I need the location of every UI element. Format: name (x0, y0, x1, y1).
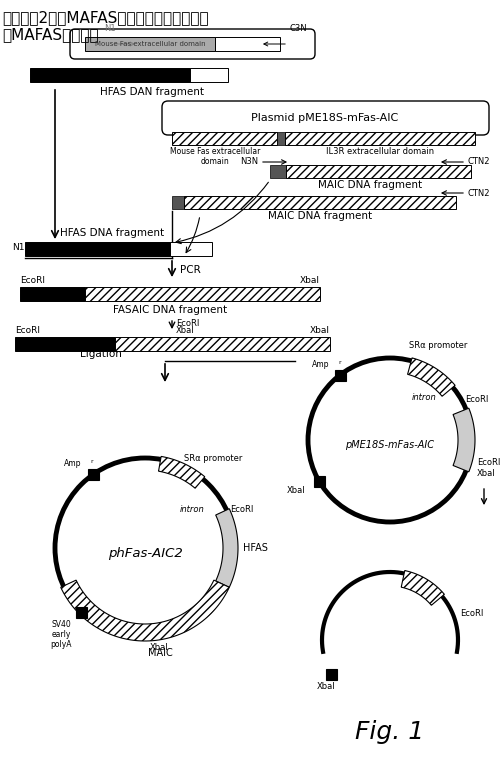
Text: CTN2: CTN2 (468, 157, 490, 167)
Text: Amp: Amp (64, 459, 82, 468)
Bar (334, 371, 345, 381)
Bar (172, 132, 277, 145)
Text: N1: N1 (12, 244, 25, 252)
Text: HFAS: HFAS (243, 543, 268, 553)
Polygon shape (408, 358, 455, 397)
Polygon shape (216, 509, 238, 588)
Text: FASAIC DNA fragment: FASAIC DNA fragment (113, 305, 227, 315)
Text: HFAS DNA fragment: HFAS DNA fragment (60, 228, 164, 238)
Bar (88, 469, 100, 481)
Bar (76, 607, 88, 617)
Text: Plasmid pME18S-mFas-AIC: Plasmid pME18S-mFas-AIC (252, 113, 398, 123)
Text: N3N: N3N (240, 157, 258, 167)
Text: N1: N1 (104, 24, 116, 33)
Text: intron: intron (180, 506, 205, 514)
Text: EcoRI: EcoRI (465, 394, 488, 403)
Bar (326, 669, 337, 680)
Text: HFAS DAN fragment: HFAS DAN fragment (100, 87, 204, 97)
Text: r: r (338, 361, 341, 365)
Text: intron: intron (412, 393, 437, 403)
Text: Amp: Amp (312, 361, 330, 369)
Text: 探索生死2中的MAFAS系统重构之路：深入解: 探索生死2中的MAFAS系统重构之路：深入解 (2, 10, 208, 25)
Text: Mouse Fas extracellular domain: Mouse Fas extracellular domain (94, 41, 206, 47)
Polygon shape (453, 408, 475, 472)
Text: Mouse Fas extracellular
domain: Mouse Fas extracellular domain (170, 147, 260, 167)
Bar (286, 165, 471, 178)
Text: Xbal: Xbal (310, 326, 330, 335)
Text: Ligation: Ligation (80, 349, 122, 359)
Text: IL3R extracellular domain: IL3R extracellular domain (326, 147, 434, 156)
Text: EcoRI: EcoRI (230, 506, 254, 514)
Bar (15, 337, 115, 351)
Text: SV40
early
polyA: SV40 early polyA (50, 620, 72, 649)
FancyBboxPatch shape (70, 29, 315, 59)
Text: Xbal: Xbal (150, 643, 169, 652)
Text: MAIC DNA fragment: MAIC DNA fragment (268, 211, 372, 221)
Bar (215, 37, 280, 51)
Text: EcoRI: EcoRI (460, 610, 483, 619)
Text: EcoRI: EcoRI (176, 319, 200, 328)
Text: C3N: C3N (290, 24, 308, 33)
Text: pME18S-mFas-AIC: pME18S-mFas-AIC (346, 440, 434, 450)
Text: SRα promoter: SRα promoter (409, 341, 467, 350)
Polygon shape (158, 456, 205, 488)
Bar (270, 165, 286, 178)
Bar (25, 242, 170, 256)
Text: MAIC: MAIC (148, 648, 172, 658)
Bar (285, 132, 475, 145)
Text: r: r (90, 459, 93, 465)
Bar (314, 476, 325, 487)
Bar (85, 37, 215, 51)
Text: MAIC DNA fragment: MAIC DNA fragment (318, 180, 422, 190)
Text: 析MAFAS改造方法: 析MAFAS改造方法 (2, 27, 98, 42)
Text: Xbal: Xbal (176, 326, 195, 335)
Bar (184, 196, 456, 209)
Polygon shape (60, 580, 230, 641)
FancyBboxPatch shape (162, 101, 489, 135)
Text: EcoRI: EcoRI (20, 276, 45, 285)
Text: Fig. 1: Fig. 1 (356, 720, 424, 744)
Text: EcoRI: EcoRI (15, 326, 40, 335)
Text: phFas-AIC2: phFas-AIC2 (108, 546, 182, 559)
Bar (20, 287, 85, 301)
Text: Xbal: Xbal (300, 276, 320, 285)
Polygon shape (401, 571, 444, 605)
Bar (170, 242, 212, 256)
Bar (85, 287, 320, 301)
Text: Xbal: Xbal (286, 486, 305, 495)
Text: Xbal: Xbal (317, 682, 336, 691)
Bar (172, 196, 184, 209)
Bar (115, 337, 330, 351)
Text: PCR: PCR (180, 265, 201, 275)
Text: SRα promoter: SRα promoter (184, 454, 242, 463)
Bar (190, 68, 228, 82)
Text: CTN2: CTN2 (468, 189, 490, 198)
Bar (30, 68, 190, 82)
Text: EcoRI
Xbal: EcoRI Xbal (477, 458, 500, 478)
Bar (277, 132, 285, 145)
